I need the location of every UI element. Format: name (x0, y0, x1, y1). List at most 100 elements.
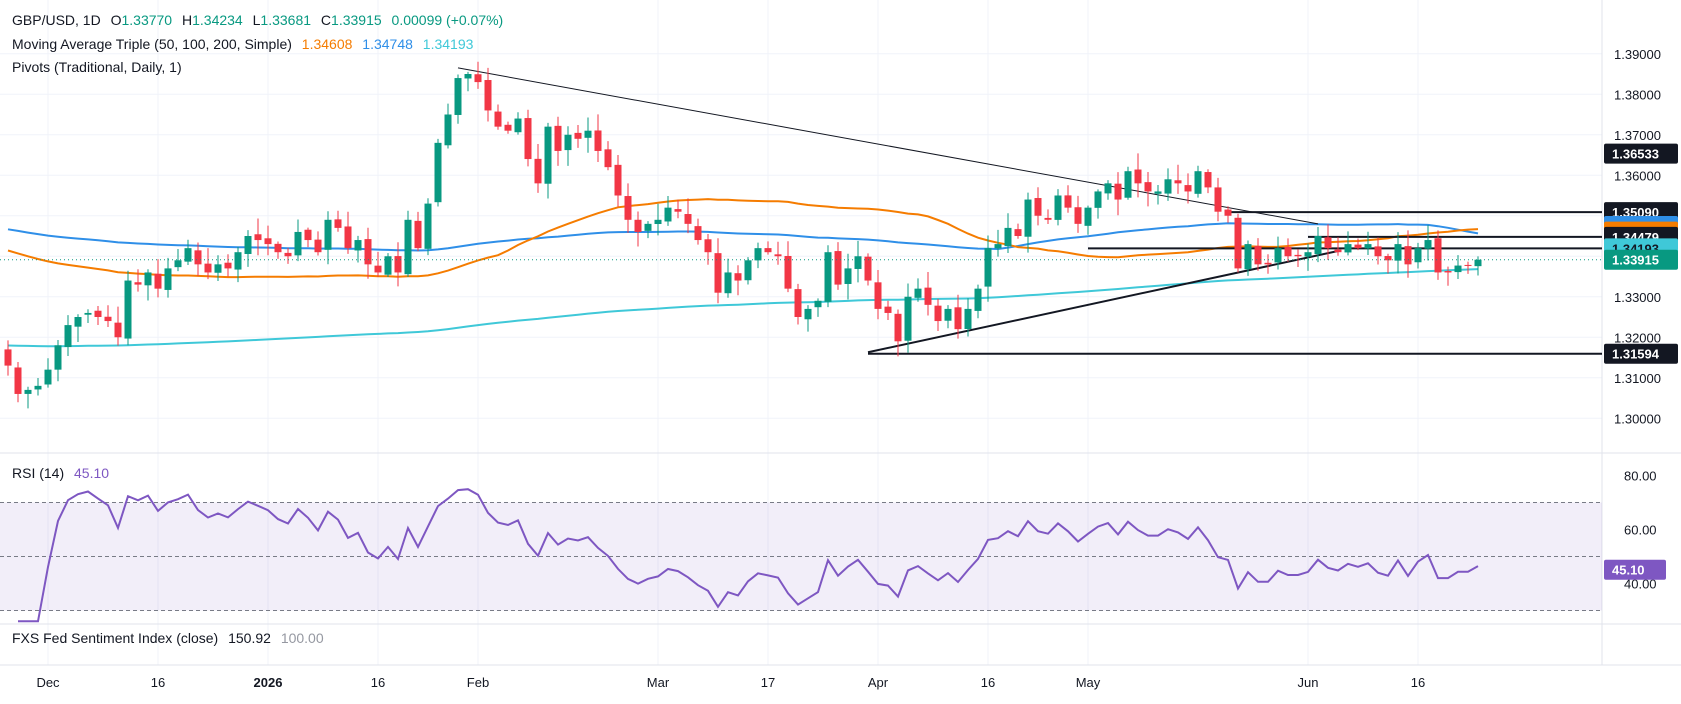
candle (574, 124, 582, 148)
candle (874, 270, 882, 320)
candle-body (494, 111, 502, 127)
candle-body (1184, 185, 1192, 192)
candle-body (434, 142, 442, 203)
candle (884, 300, 892, 320)
candle (824, 245, 832, 308)
candle (544, 122, 552, 199)
candle (514, 112, 522, 135)
candle (1314, 226, 1322, 263)
candle (184, 239, 192, 265)
candle-body (1044, 217, 1052, 220)
candle (744, 257, 752, 285)
pivots-label: Pivots (Traditional, Daily, 1) (12, 59, 182, 75)
rsi-legend[interactable]: RSI (14) 45.10 (12, 463, 115, 483)
candle-body (1364, 244, 1372, 249)
candle (1164, 168, 1172, 201)
candle (644, 221, 652, 239)
candle-body (484, 80, 492, 111)
candle (1394, 232, 1402, 274)
candle-body (394, 256, 402, 273)
candle (594, 114, 602, 162)
low-value: 1.33681 (260, 12, 312, 28)
candle-body (1394, 244, 1402, 261)
candle (734, 265, 742, 296)
candle-body (1294, 254, 1302, 257)
fxs-legend[interactable]: FXS Fed Sentiment Index (close) 150.92 1… (12, 628, 330, 648)
rsi-label: RSI (14) (12, 465, 65, 481)
ma50-line (7, 198, 1479, 279)
ohlc-readout: O1.33770 H1.34234 L1.33681 C1.33915 0.00… (111, 12, 510, 28)
candle (1284, 238, 1292, 262)
price-tag-label: 1.31594 (1612, 347, 1660, 362)
price-tag: 1.33915 (1604, 249, 1678, 270)
candle-body (1084, 207, 1092, 226)
candle (1474, 256, 1482, 276)
candle (1224, 206, 1232, 223)
candle-body (734, 273, 742, 281)
time-tick-label: Mar (647, 675, 670, 690)
candle-body (834, 251, 842, 285)
candle (1384, 253, 1392, 274)
candle-body (934, 305, 942, 322)
candle-body (704, 239, 712, 253)
time-tick-label: Dec (36, 675, 60, 690)
candle (1014, 223, 1022, 239)
candle-body (1024, 199, 1032, 237)
candle (264, 225, 272, 256)
candle (4, 340, 12, 376)
candle-body (364, 239, 372, 265)
low-label: L (252, 12, 261, 28)
candle (1374, 237, 1382, 265)
time-tick-label: 2026 (254, 675, 283, 690)
candle (24, 386, 32, 409)
candle (454, 74, 462, 124)
candle-body (1174, 180, 1182, 184)
candle (1124, 166, 1132, 200)
ma100-value: 1.34748 (362, 36, 413, 52)
pivots-legend[interactable]: Pivots (Traditional, Daily, 1) (12, 57, 188, 77)
candle-body (404, 219, 412, 275)
ma100-line (7, 222, 1479, 252)
candle-body (874, 282, 882, 309)
time-tick-label: Apr (868, 675, 889, 690)
candle (74, 314, 82, 343)
candle-body (214, 264, 222, 273)
candle (1084, 205, 1092, 235)
candle-body (1194, 171, 1202, 194)
candle-body (954, 307, 962, 330)
candle (114, 306, 122, 346)
candle-body (1304, 252, 1312, 257)
candle (1354, 238, 1362, 251)
candle (534, 143, 542, 193)
candle-body (14, 367, 22, 394)
candle (394, 242, 402, 287)
price-tick-label: 1.38000 (1614, 87, 1661, 102)
candle (324, 211, 332, 265)
candle (384, 253, 392, 278)
price-tick-label: 1.37000 (1614, 128, 1661, 143)
candle (84, 309, 92, 324)
candle (784, 241, 792, 293)
candle (1304, 243, 1312, 271)
candle (14, 361, 22, 403)
candle (1074, 195, 1082, 233)
high-label: H (181, 12, 193, 28)
candle-body (774, 254, 782, 257)
candle (1214, 177, 1222, 222)
candle-body (914, 288, 922, 298)
time-axis: Dec 16 2026 16 Feb Mar 17 Apr 16 May Jun 16 (36, 675, 1425, 690)
candle-body (134, 282, 142, 285)
price-tick-label: 1.31000 (1614, 371, 1661, 386)
ma-legend[interactable]: Moving Average Triple (50, 100, 200, Sim… (12, 34, 479, 54)
candle (754, 242, 762, 269)
ma-label: Moving Average Triple (50, 100, 200, Sim… (12, 36, 292, 52)
price-tick-label: 1.30000 (1614, 411, 1661, 426)
candle (334, 210, 342, 232)
candle (1414, 242, 1422, 269)
candle-body (1264, 262, 1272, 265)
candle (654, 203, 662, 236)
candle-body (1094, 191, 1102, 208)
candle-body (684, 214, 692, 224)
candle (94, 306, 102, 325)
